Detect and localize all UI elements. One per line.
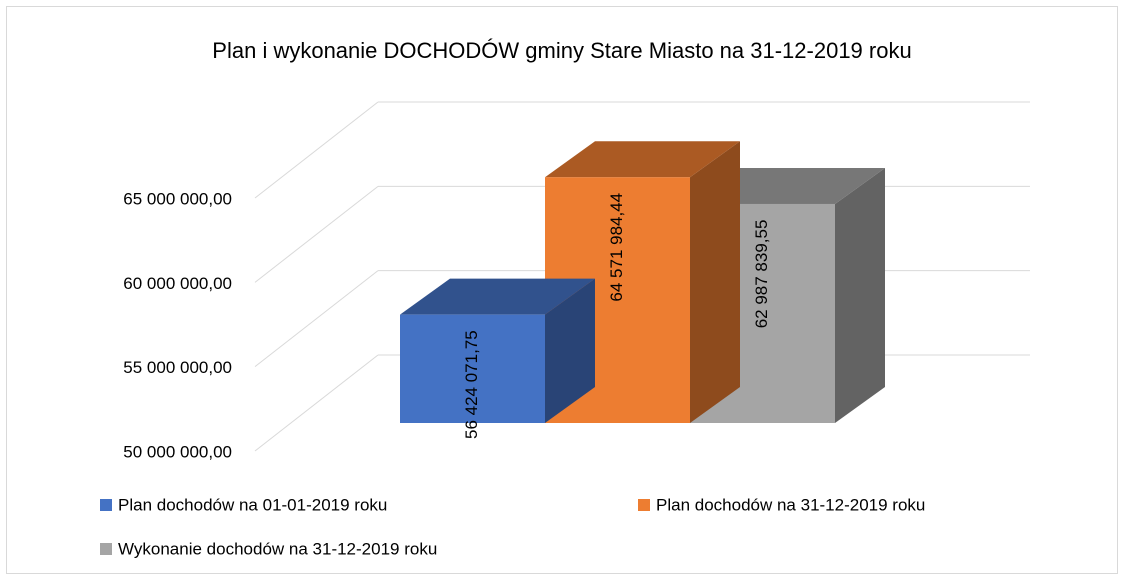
bar-side [545,278,595,423]
bar-side [690,141,740,424]
side-grid-line [254,185,379,283]
legend-swatch [638,499,650,511]
legend-swatch [100,499,112,511]
y-tick-label: 55 000 000,00 [123,358,232,377]
side-grid-line [254,101,379,199]
bar-top [545,141,740,178]
chart-title: Plan i wykonanie DOCHODÓW gminy Stare Mi… [212,38,911,63]
legend-label: Plan dochodów na 01-01-2019 roku [118,495,387,514]
value-label: 64 571 984,44 [607,193,626,302]
legend-label: Plan dochodów na 31-12-2019 roku [656,495,925,514]
y-tick-label: 50 000 000,00 [123,442,232,461]
side-grid-line [254,270,379,368]
side-grid-line [254,354,379,452]
bar-side [835,167,885,423]
y-tick-label: 60 000 000,00 [123,274,232,293]
value-label: 56 424 071,75 [462,330,481,439]
legend-label: Wykonanie dochodów na 31-12-2019 roku [118,539,437,558]
value-label: 62 987 839,55 [752,220,771,329]
y-tick-label: 65 000 000,00 [123,189,232,208]
legend-swatch [100,543,112,555]
bar-top [400,278,595,315]
bar [400,314,545,423]
